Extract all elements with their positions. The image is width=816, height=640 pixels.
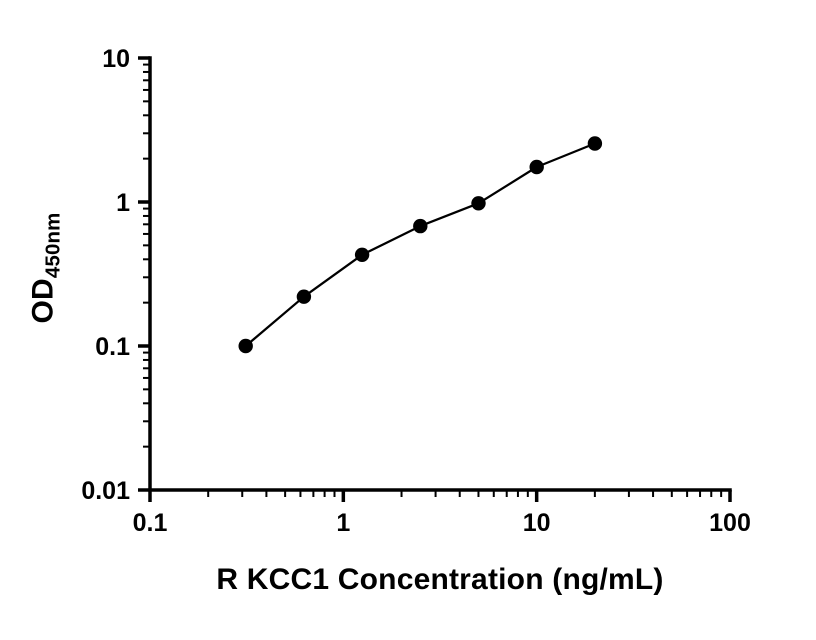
x-axis-title: R KCC1 Concentration (ng/mL): [216, 563, 664, 596]
y-axis-title-subscript: 450nm: [42, 212, 65, 279]
x-tick-label: 1: [336, 509, 350, 537]
y-tick-label: 0.01: [81, 477, 130, 505]
axis-frame: [148, 56, 732, 492]
y-tick-label: 10: [102, 45, 130, 73]
data-point: [587, 136, 603, 151]
data-point: [471, 196, 486, 211]
data-point: [296, 289, 312, 304]
x-tick-label: 10: [523, 509, 551, 537]
data-point: [354, 247, 370, 262]
standard-curve-line: [244, 142, 597, 348]
x-tick-label: 0.1: [133, 509, 168, 537]
x-tick-label: 100: [709, 509, 751, 537]
y-tick-label: 0.1: [95, 333, 130, 361]
data-point: [413, 218, 428, 234]
data-point: [529, 159, 544, 175]
y-axis-title: OD450nm: [27, 212, 66, 323]
y-axis-title-main: OD: [26, 278, 60, 324]
data-point: [238, 338, 253, 354]
y-tick-label: 1: [116, 189, 130, 217]
